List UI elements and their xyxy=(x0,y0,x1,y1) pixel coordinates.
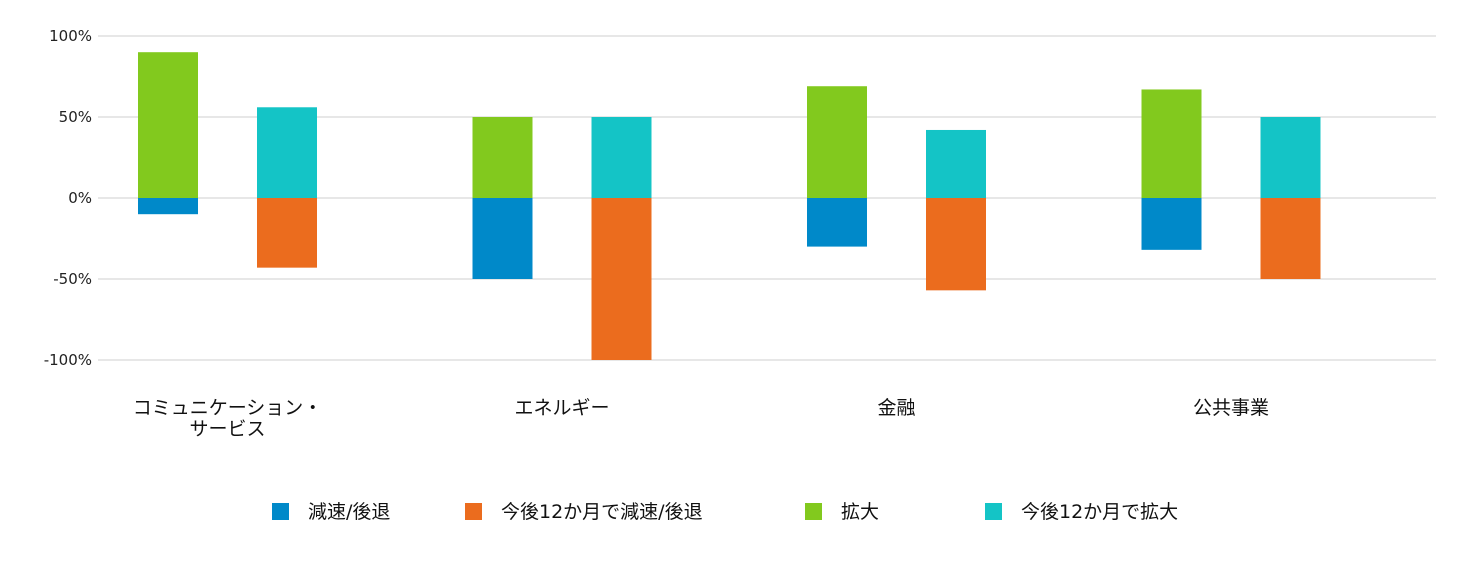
category-label: エネルギー xyxy=(514,397,609,419)
category-label: サービス xyxy=(189,418,265,440)
x-axis-categories: コミュニケーション・サービス エネルギー 金融 公共事業 xyxy=(133,397,1269,440)
category-label: 金融 xyxy=(877,397,915,419)
y-tick-label: -100% xyxy=(44,351,92,369)
y-tick-label: -50% xyxy=(53,270,92,288)
bar xyxy=(591,117,652,198)
bar xyxy=(138,198,198,215)
legend-label: 拡大 xyxy=(841,501,879,523)
bar xyxy=(138,52,198,199)
legend: 減速/後退 今後12か月で減速/後退 拡大 今後12か月で拡大 xyxy=(272,501,1178,523)
y-tick-label: 0% xyxy=(68,189,92,207)
category-label: 公共事業 xyxy=(1193,397,1269,419)
bar xyxy=(1260,198,1321,279)
bars xyxy=(138,52,1321,360)
bar xyxy=(591,198,652,360)
bar xyxy=(1260,117,1321,198)
legend-label: 減速/後退 xyxy=(308,501,390,523)
y-tick-label: 50% xyxy=(59,108,92,126)
legend-swatch xyxy=(272,503,289,520)
legend-label: 今後12か月で拡大 xyxy=(1021,501,1178,523)
bar xyxy=(926,129,986,198)
bar xyxy=(1141,198,1202,250)
legend-swatch xyxy=(465,503,482,520)
y-tick-label: 100% xyxy=(49,27,92,45)
bar xyxy=(807,86,867,198)
bar xyxy=(807,198,867,247)
bar xyxy=(472,198,533,279)
grid-lines xyxy=(98,35,1436,361)
legend-swatch xyxy=(985,503,1002,520)
bar xyxy=(926,198,986,291)
legend-label: 今後12か月で減速/後退 xyxy=(501,501,703,523)
bar xyxy=(472,117,533,198)
legend-swatch xyxy=(805,503,822,520)
bar xyxy=(257,107,317,198)
y-axis-ticks: 100% 50% 0% -50% -100% xyxy=(44,27,92,369)
category-label: コミュニケーション・ xyxy=(133,397,323,419)
bar xyxy=(1141,89,1202,198)
bar xyxy=(257,198,317,268)
